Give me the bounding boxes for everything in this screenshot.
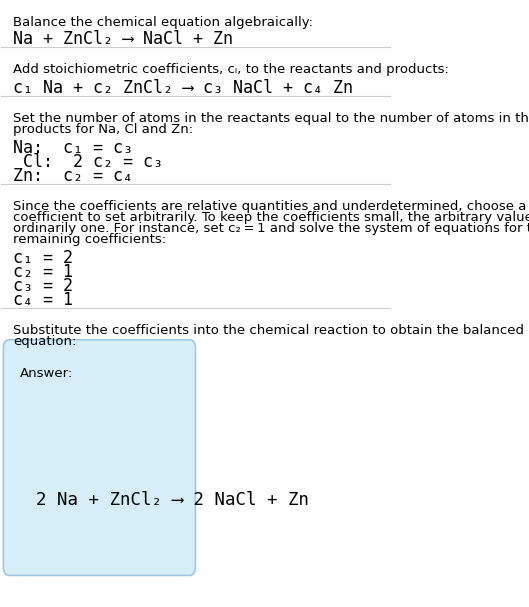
Text: Since the coefficients are relative quantities and underdetermined, choose a: Since the coefficients are relative quan… <box>13 200 526 213</box>
FancyBboxPatch shape <box>3 340 195 575</box>
Text: Zn:  c₂ = c₄: Zn: c₂ = c₄ <box>13 167 133 185</box>
Text: c₁ Na + c₂ ZnCl₂ ⟶ c₃ NaCl + c₄ Zn: c₁ Na + c₂ ZnCl₂ ⟶ c₃ NaCl + c₄ Zn <box>13 79 353 97</box>
Text: Substitute the coefficients into the chemical reaction to obtain the balanced: Substitute the coefficients into the che… <box>13 324 524 337</box>
Text: c₄ = 1: c₄ = 1 <box>13 291 73 309</box>
Text: equation:: equation: <box>13 335 76 348</box>
Text: Balance the chemical equation algebraically:: Balance the chemical equation algebraica… <box>13 16 313 30</box>
Text: 2 Na + ZnCl₂ ⟶ 2 NaCl + Zn: 2 Na + ZnCl₂ ⟶ 2 NaCl + Zn <box>37 491 309 509</box>
Text: c₁ = 2: c₁ = 2 <box>13 249 73 267</box>
Text: c₃ = 2: c₃ = 2 <box>13 277 73 295</box>
Text: ordinarily one. For instance, set c₂ = 1 and solve the system of equations for t: ordinarily one. For instance, set c₂ = 1… <box>13 222 529 235</box>
Text: products for Na, Cl and Zn:: products for Na, Cl and Zn: <box>13 123 193 136</box>
Text: Na:  c₁ = c₃: Na: c₁ = c₃ <box>13 139 133 157</box>
Text: Set the number of atoms in the reactants equal to the number of atoms in the: Set the number of atoms in the reactants… <box>13 112 529 125</box>
Text: Cl:  2 c₂ = c₃: Cl: 2 c₂ = c₃ <box>13 153 163 171</box>
Text: remaining coefficients:: remaining coefficients: <box>13 233 166 246</box>
Text: coefficient to set arbitrarily. To keep the coefficients small, the arbitrary va: coefficient to set arbitrarily. To keep … <box>13 211 529 224</box>
Text: c₂ = 1: c₂ = 1 <box>13 263 73 281</box>
Text: Na + ZnCl₂ ⟶ NaCl + Zn: Na + ZnCl₂ ⟶ NaCl + Zn <box>13 30 233 49</box>
Text: Answer:: Answer: <box>20 367 74 380</box>
Text: Add stoichiometric coefficients, cᵢ, to the reactants and products:: Add stoichiometric coefficients, cᵢ, to … <box>13 63 449 76</box>
